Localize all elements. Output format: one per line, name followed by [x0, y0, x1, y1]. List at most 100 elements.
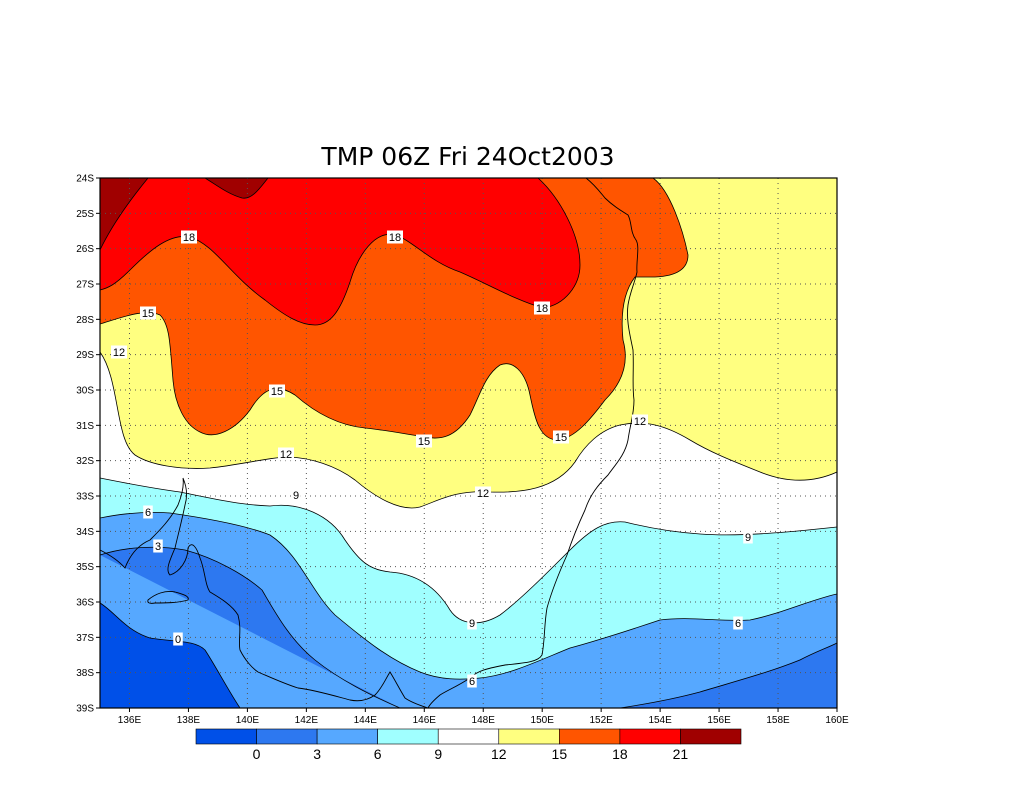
- contour-label-bg: [416, 434, 432, 448]
- lat-tick-label: 24S: [76, 174, 94, 185]
- colorbar-swatch: [559, 728, 621, 745]
- contour-label-bg: [278, 447, 294, 461]
- lat-tick-label: 39S: [76, 704, 94, 715]
- contour-label-bg: [467, 674, 477, 688]
- contour-label-bg: [291, 488, 301, 502]
- contour-label: 0: [175, 634, 181, 646]
- coastline-island: [147, 591, 189, 604]
- colorbar-swatch: [377, 728, 439, 745]
- contour-label: 12: [280, 449, 292, 461]
- colorbar-swatch: [437, 728, 500, 745]
- contour-label: 12: [634, 416, 646, 428]
- lon-tick-label: 142E: [295, 715, 319, 726]
- colorbar-label: 6: [374, 746, 382, 762]
- longitude-axis: 136E 138E 140E 142E 144E 146E 148E 150E 152E 154E…: [118, 708, 849, 726]
- contour-21: [100, 178, 269, 251]
- contour-label-bg: [111, 345, 127, 359]
- colorbar-label: 21: [673, 746, 689, 762]
- lon-tick-label: 154E: [648, 715, 672, 726]
- contour-label: 6: [145, 507, 151, 519]
- colorbar-swatch: [195, 728, 257, 745]
- contour-label-bg: [153, 539, 163, 553]
- colorbar-label: 15: [552, 746, 568, 762]
- contour-label: 6: [735, 618, 741, 630]
- lon-tick-label: 152E: [589, 715, 613, 726]
- lat-tick-label: 25S: [76, 209, 94, 220]
- contour-label: 15: [142, 308, 154, 320]
- lat-tick-label: 34S: [76, 527, 94, 538]
- contour-label: 9: [745, 532, 751, 544]
- contour-label: 15: [555, 432, 567, 444]
- contour-label: 9: [469, 618, 475, 630]
- contour-15: [100, 178, 689, 441]
- contour-6: [100, 511, 837, 680]
- band-18-21: [100, 178, 580, 325]
- contour-label-bg: [467, 616, 477, 630]
- colorbar-label: 9: [434, 746, 442, 762]
- lat-tick-label: 32S: [76, 456, 94, 467]
- contour-label-bg: [743, 530, 753, 544]
- colorbar-label: 12: [491, 746, 507, 762]
- colorbar-label: 0: [253, 746, 261, 762]
- contour-label: 9: [293, 490, 299, 502]
- contour-9: [100, 477, 837, 624]
- lon-tick-label: 144E: [354, 715, 378, 726]
- lat-tick-label: 31S: [76, 421, 94, 432]
- contour-label-bg: [553, 430, 569, 444]
- contour-label: 12: [113, 347, 125, 359]
- colorbar: 0 3 6 9 12 15 18 21: [195, 728, 742, 762]
- map-area: [100, 178, 837, 708]
- lon-tick-label: 160E: [825, 715, 849, 726]
- lon-tick-label: 148E: [472, 715, 496, 726]
- contour-12: [100, 351, 837, 509]
- lon-tick-label: 140E: [236, 715, 260, 726]
- lat-tick-label: 38S: [76, 668, 94, 679]
- contour-label: 3: [155, 541, 161, 553]
- contour-label-bg: [173, 632, 183, 646]
- map-frame: [99, 177, 838, 709]
- contour-label-bg: [475, 486, 491, 500]
- lat-tick-label: 37S: [76, 633, 94, 644]
- colorbar-swatch: [316, 728, 378, 745]
- band-0-3: [100, 547, 837, 708]
- colorbar-label: 3: [313, 746, 321, 762]
- lon-tick-label: 136E: [118, 715, 142, 726]
- contour-label-bg: [181, 230, 197, 244]
- contour-label: 15: [418, 436, 430, 448]
- colorbar-swatch: [619, 728, 681, 745]
- colorbar-swatch: [498, 728, 560, 745]
- contour-label-bg: [632, 414, 648, 428]
- lat-tick-label: 30S: [76, 386, 94, 397]
- lat-tick-label: 36S: [76, 598, 94, 609]
- contour-label: 12: [477, 488, 489, 500]
- contour-label-bg: [140, 306, 156, 320]
- band-gt-21: [100, 178, 268, 250]
- lon-tick-label: 158E: [766, 715, 790, 726]
- coastline: [100, 178, 639, 708]
- contour-0: [100, 602, 241, 708]
- contour-label-bg: [534, 301, 550, 315]
- lat-tick-label: 28S: [76, 315, 94, 326]
- colorbar-swatch: [256, 728, 318, 745]
- colorbar-label: 18: [612, 746, 628, 762]
- lat-tick-label: 27S: [76, 280, 94, 291]
- contour-labels: 18 18 18 15 15 15 15 12 12 12 12 9 9 9 6 6 6 3 0: [111, 230, 753, 688]
- coastline-mainland: [427, 178, 639, 708]
- contour-label: 15: [271, 386, 283, 398]
- contour-label: 18: [389, 232, 401, 244]
- latitude-axis: 24S 25S 26S 27S 28S 29S 30S 31S 32S 33S 34S 35S 36S 3…: [76, 174, 100, 715]
- contour-label-bg: [269, 384, 285, 398]
- lon-tick-label: 156E: [707, 715, 731, 726]
- lon-tick-label: 150E: [531, 715, 555, 726]
- lon-tick-label: 138E: [177, 715, 201, 726]
- map-title: TMP 06Z Fri 24Oct2003: [320, 142, 614, 171]
- contour-label-bg: [143, 505, 153, 519]
- contour-label: 6: [469, 676, 475, 688]
- lat-tick-label: 29S: [76, 350, 94, 361]
- lon-tick-label: 146E: [413, 715, 437, 726]
- contour-label-bg: [387, 230, 403, 244]
- band-3-6: [100, 512, 837, 708]
- contour-label: 18: [183, 232, 195, 244]
- colorbar-swatch: [680, 728, 742, 745]
